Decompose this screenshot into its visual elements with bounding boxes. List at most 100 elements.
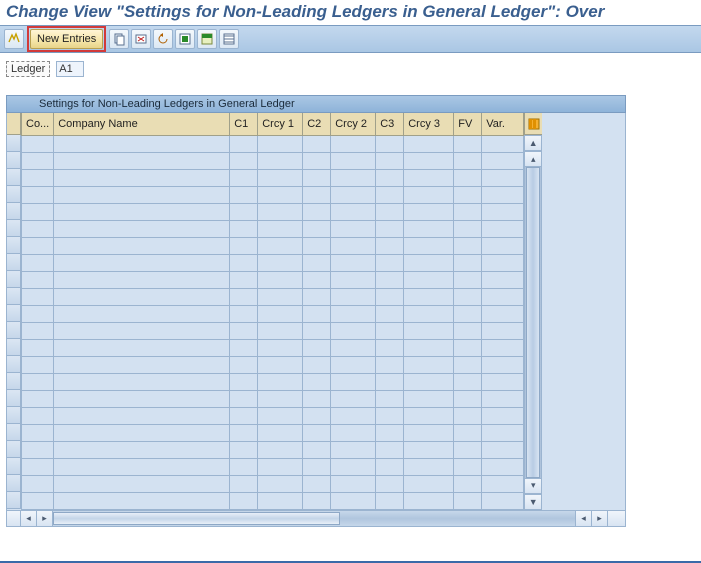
cell[interactable] bbox=[376, 305, 404, 322]
cell[interactable] bbox=[376, 220, 404, 237]
cell[interactable] bbox=[230, 441, 258, 458]
scroll-first-icon[interactable]: ◂ bbox=[21, 511, 37, 526]
cell[interactable] bbox=[54, 356, 230, 373]
cell[interactable] bbox=[482, 373, 524, 390]
scroll-bottom-icon[interactable]: ▼ bbox=[524, 494, 542, 510]
cell[interactable] bbox=[54, 288, 230, 305]
cell[interactable] bbox=[230, 203, 258, 220]
cell[interactable] bbox=[54, 458, 230, 475]
cell[interactable] bbox=[331, 169, 376, 186]
row-selector[interactable] bbox=[7, 322, 21, 339]
undo-icon[interactable] bbox=[153, 29, 173, 49]
select-all-icon[interactable] bbox=[175, 29, 195, 49]
cell[interactable] bbox=[331, 135, 376, 152]
col-header[interactable]: Var. bbox=[482, 113, 524, 135]
cell[interactable] bbox=[331, 339, 376, 356]
cell[interactable] bbox=[54, 254, 230, 271]
cell[interactable] bbox=[482, 424, 524, 441]
col-header[interactable]: Company Name bbox=[54, 113, 230, 135]
cell[interactable] bbox=[331, 305, 376, 322]
cell[interactable] bbox=[22, 407, 54, 424]
cell[interactable] bbox=[22, 339, 54, 356]
cell[interactable] bbox=[54, 237, 230, 254]
cell[interactable] bbox=[303, 135, 331, 152]
cell[interactable] bbox=[454, 475, 482, 492]
col-header[interactable]: C1 bbox=[230, 113, 258, 135]
cell[interactable] bbox=[376, 237, 404, 254]
row-selector[interactable] bbox=[7, 441, 21, 458]
cell[interactable] bbox=[482, 135, 524, 152]
cell[interactable] bbox=[376, 390, 404, 407]
cell[interactable] bbox=[404, 373, 454, 390]
cell[interactable] bbox=[54, 322, 230, 339]
cell[interactable] bbox=[331, 237, 376, 254]
cell[interactable] bbox=[258, 356, 303, 373]
row-selector-header[interactable] bbox=[7, 113, 21, 135]
cell[interactable] bbox=[303, 492, 331, 509]
cell[interactable] bbox=[404, 390, 454, 407]
cell[interactable] bbox=[482, 152, 524, 169]
row-selector[interactable] bbox=[7, 458, 21, 475]
cell[interactable] bbox=[22, 424, 54, 441]
cell[interactable] bbox=[303, 322, 331, 339]
cell[interactable] bbox=[230, 220, 258, 237]
cell[interactable] bbox=[230, 271, 258, 288]
cell[interactable] bbox=[22, 152, 54, 169]
cell[interactable] bbox=[482, 203, 524, 220]
cell[interactable] bbox=[258, 322, 303, 339]
row-selector[interactable] bbox=[7, 254, 21, 271]
row-selector[interactable] bbox=[7, 475, 21, 492]
cell[interactable] bbox=[482, 475, 524, 492]
cell[interactable] bbox=[230, 407, 258, 424]
cell[interactable] bbox=[376, 152, 404, 169]
cell[interactable] bbox=[54, 475, 230, 492]
cell[interactable] bbox=[376, 135, 404, 152]
cell[interactable] bbox=[303, 169, 331, 186]
hscroll-track[interactable] bbox=[53, 511, 575, 526]
cell[interactable] bbox=[303, 305, 331, 322]
cell[interactable] bbox=[303, 288, 331, 305]
cell[interactable] bbox=[258, 339, 303, 356]
cell[interactable] bbox=[331, 152, 376, 169]
cell[interactable] bbox=[303, 424, 331, 441]
cell[interactable] bbox=[258, 373, 303, 390]
cell[interactable] bbox=[54, 186, 230, 203]
cell[interactable] bbox=[376, 186, 404, 203]
cell[interactable] bbox=[376, 271, 404, 288]
select-block-icon[interactable] bbox=[197, 29, 217, 49]
cell[interactable] bbox=[404, 407, 454, 424]
row-selector[interactable] bbox=[7, 407, 21, 424]
cell[interactable] bbox=[22, 220, 54, 237]
cell[interactable] bbox=[22, 475, 54, 492]
cell[interactable] bbox=[404, 322, 454, 339]
cell[interactable] bbox=[54, 305, 230, 322]
cell[interactable] bbox=[22, 135, 54, 152]
cell[interactable] bbox=[482, 271, 524, 288]
cell[interactable] bbox=[22, 390, 54, 407]
cell[interactable] bbox=[404, 356, 454, 373]
cell[interactable] bbox=[303, 407, 331, 424]
cell[interactable] bbox=[230, 169, 258, 186]
cell[interactable] bbox=[258, 305, 303, 322]
cell[interactable] bbox=[230, 339, 258, 356]
cell[interactable] bbox=[258, 441, 303, 458]
cell[interactable] bbox=[404, 135, 454, 152]
scroll-up-icon[interactable]: ▴ bbox=[524, 151, 542, 167]
cell[interactable] bbox=[258, 186, 303, 203]
row-selector[interactable] bbox=[7, 339, 21, 356]
new-entries-button[interactable]: New Entries bbox=[30, 29, 103, 49]
scroll-last-icon[interactable]: ▸ bbox=[591, 511, 607, 526]
col-header[interactable]: Crcy 2 bbox=[331, 113, 376, 135]
cell[interactable] bbox=[303, 203, 331, 220]
cell[interactable] bbox=[331, 254, 376, 271]
cell[interactable] bbox=[376, 441, 404, 458]
cell[interactable] bbox=[331, 407, 376, 424]
scroll-down-icon[interactable]: ▾ bbox=[524, 478, 542, 494]
cell[interactable] bbox=[54, 424, 230, 441]
cell[interactable] bbox=[376, 203, 404, 220]
cell[interactable] bbox=[454, 203, 482, 220]
cell[interactable] bbox=[454, 288, 482, 305]
cell[interactable] bbox=[230, 135, 258, 152]
cell[interactable] bbox=[376, 254, 404, 271]
cell[interactable] bbox=[454, 152, 482, 169]
